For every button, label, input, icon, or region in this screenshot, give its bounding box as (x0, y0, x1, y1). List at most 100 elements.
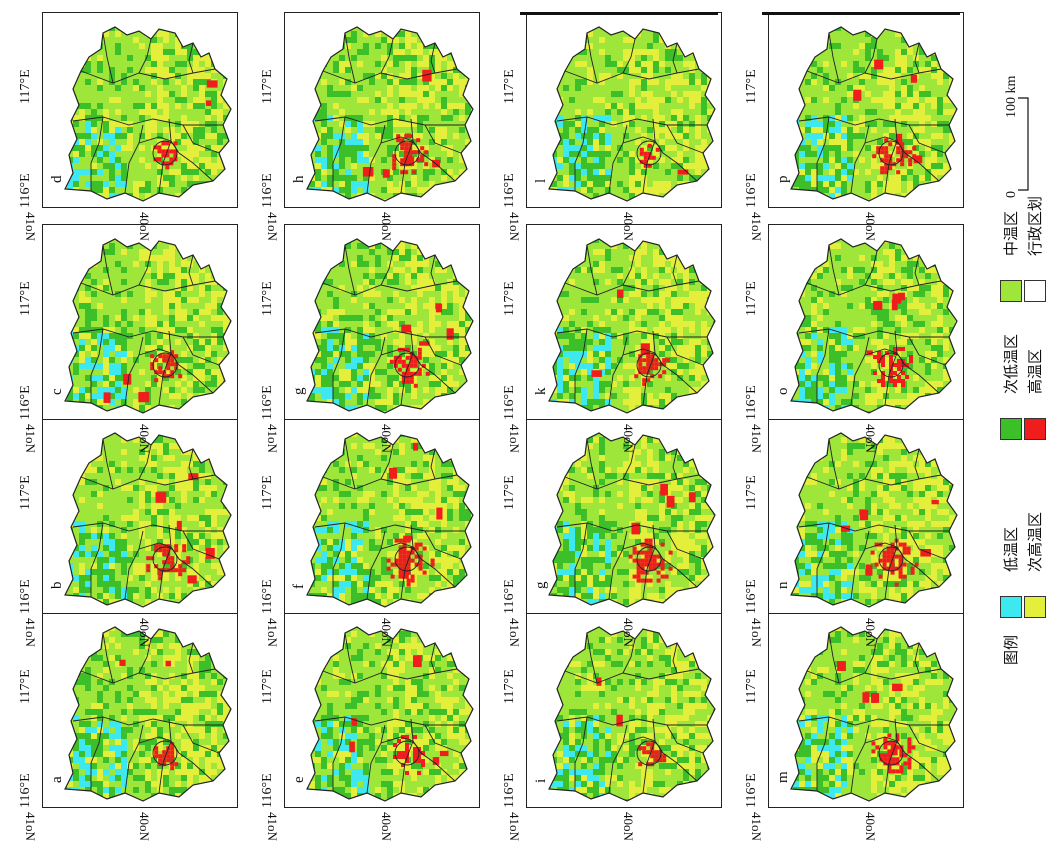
district-boundary (158, 718, 172, 794)
longitude-label-117e: 117°E (260, 669, 275, 704)
district-boundary (556, 328, 707, 338)
district-boundary (574, 116, 588, 191)
latitude-label-40n: 40oN (863, 618, 878, 647)
district-boundary (816, 716, 830, 791)
latitude-label-41n: 41oN (23, 812, 38, 841)
district-boundary (816, 328, 830, 403)
longitude-label-117e: 117°E (744, 475, 759, 510)
district-boundary (332, 716, 346, 791)
temperature-map (790, 26, 958, 202)
district-boundary (344, 438, 356, 490)
latitude-label-40n: 40oN (863, 212, 878, 241)
district-boundary (332, 328, 346, 403)
district-boundary (138, 250, 152, 286)
longitude-label-117e: 117°E (502, 475, 517, 510)
district-boundary (102, 438, 114, 490)
map-panel: k (526, 224, 722, 420)
latitude-label-41n: 41oN (265, 812, 280, 841)
panel-label: h (291, 175, 307, 184)
district-boundary (124, 530, 144, 600)
district-boundary (366, 124, 386, 194)
longitude-label-117e: 117°E (18, 475, 33, 510)
longitude-label-117e: 117°E (260, 281, 275, 316)
district-boundary (556, 716, 707, 726)
legend-swatch (1024, 596, 1046, 618)
district-boundary (80, 668, 216, 684)
district-boundary (564, 68, 700, 84)
district-boundary (366, 336, 386, 406)
boundary-outline (64, 238, 232, 414)
latitude-label-41n: 41oN (23, 424, 38, 453)
panel-top-border (762, 12, 960, 15)
latitude-label-41n: 41oN (749, 812, 764, 841)
district-boundary (400, 718, 414, 794)
district-boundary (314, 716, 465, 726)
district-boundary (642, 330, 656, 406)
latitude-label-41n: 41oN (23, 212, 38, 241)
district-boundary (908, 724, 946, 754)
district-boundary (672, 642, 678, 674)
latitude-label-40n: 40oN (621, 424, 636, 453)
district-boundary (424, 530, 462, 560)
district-boundary (828, 632, 840, 684)
longitude-label-117e: 117°E (260, 475, 275, 510)
district-boundary (666, 336, 704, 366)
latitude-label-41n: 41oN (749, 424, 764, 453)
district-boundary (182, 124, 220, 154)
boundary-outline (306, 238, 474, 414)
latitude-label-41n: 41oN (507, 618, 522, 647)
district-boundary (828, 32, 840, 84)
district-boundary (124, 124, 144, 194)
longitude-label-116e: 116°E (502, 579, 517, 614)
boundary-outline (790, 626, 958, 802)
temperature-map (64, 238, 232, 414)
district-boundary (72, 716, 223, 726)
district-boundary (884, 118, 898, 194)
panel-top-border (520, 12, 718, 15)
latitude-label-40n: 40oN (621, 212, 636, 241)
temperature-map (64, 626, 232, 802)
district-boundary (608, 530, 628, 600)
longitude-label-117e: 117°E (502, 281, 517, 316)
longitude-label-116e: 116°E (260, 385, 275, 420)
temperature-map (306, 238, 474, 414)
urban-core-boundary (636, 140, 662, 166)
district-boundary (182, 530, 220, 560)
map-panel: c (42, 224, 238, 420)
district-boundary (322, 280, 458, 296)
temperature-map (64, 26, 232, 202)
district-boundary (182, 336, 220, 366)
boundary-outline (548, 626, 716, 802)
panel-label: m (775, 771, 791, 783)
map-panel: f (284, 418, 480, 614)
district-boundary (586, 632, 598, 684)
temperature-map (64, 432, 232, 608)
urban-core-boundary (152, 740, 178, 766)
urban-core-boundary (878, 352, 904, 378)
longitude-label-117e: 117°E (502, 669, 517, 704)
district-boundary (672, 448, 678, 480)
legend-label: 高温区 (1028, 348, 1044, 394)
latitude-label-41n: 41oN (749, 212, 764, 241)
urban-core-boundary (878, 140, 904, 166)
legend-swatch (1024, 418, 1046, 440)
boundary-outline (548, 26, 716, 202)
district-boundary (564, 280, 700, 296)
panel-label: c (49, 388, 65, 395)
district-boundary (138, 638, 152, 674)
district-boundary (72, 116, 223, 126)
temperature-map (306, 26, 474, 202)
district-boundary (564, 474, 700, 490)
map-panel: b (42, 418, 238, 614)
district-boundary (430, 448, 436, 480)
district-boundary (642, 718, 656, 794)
district-boundary (914, 254, 920, 286)
latitude-label-40n: 40oN (863, 812, 878, 841)
map-panel: n (768, 418, 964, 614)
district-boundary (622, 38, 636, 74)
longitude-label-116e: 116°E (260, 773, 275, 808)
boundary-outline (64, 432, 232, 608)
temperature-map (306, 626, 474, 802)
district-boundary (798, 328, 949, 338)
district-boundary (798, 116, 949, 126)
